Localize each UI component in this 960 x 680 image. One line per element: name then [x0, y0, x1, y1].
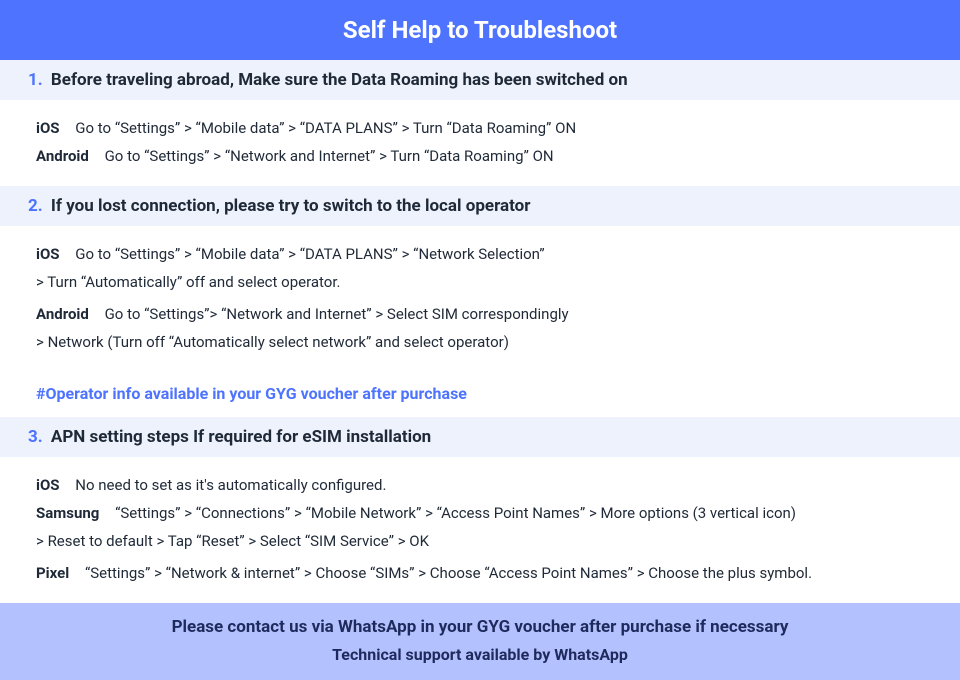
platform-label: Pixel [36, 561, 69, 585]
instruction-text: No need to set as it's automatically con… [75, 476, 386, 494]
header-title: Self Help to Troubleshoot [343, 16, 617, 44]
section-1-number: 1. [28, 70, 43, 90]
section-3-title: 3. APN setting steps If required for eSI… [0, 417, 960, 457]
section-3-item-pixel: Pixel “Settings” > “Network & internet” … [36, 561, 924, 585]
section-1-rest: Make sure the Data Roaming has been swit… [238, 70, 627, 90]
instruction-text: Go to “Settings” > “Mobile data” > “DATA… [75, 245, 544, 263]
section-1-title: 1. Before traveling abroad, Make sure th… [0, 60, 960, 100]
platform-label: iOS [36, 242, 60, 266]
page-footer: Please contact us via WhatsApp in your G… [0, 603, 960, 680]
instruction-text: Go to “Settings” > “Mobile data” > “DATA… [75, 119, 576, 137]
section-2-rest: If you lost connection, please try to sw… [51, 196, 531, 216]
section-1-item-android: Android Go to “Settings” > “Network and … [36, 144, 924, 168]
instruction-text: “Settings” > “Connections” > “Mobile Net… [115, 504, 796, 522]
platform-label: iOS [36, 473, 60, 497]
platform-label: Android [36, 144, 89, 168]
section-1-item-ios: iOS Go to “Settings” > “Mobile data” > “… [36, 116, 924, 140]
footer-contact-text: Please contact us via WhatsApp in your G… [0, 617, 960, 637]
section-2-item-android-cont: > Network (Turn off “Automatically selec… [36, 330, 924, 354]
section-3-item-ios: iOS No need to set as it's automatically… [36, 473, 924, 497]
instruction-text: “Settings” > “Network & internet” > Choo… [85, 564, 812, 582]
instruction-text: Go to “Settings”> “Network and Internet”… [105, 305, 569, 323]
platform-label: iOS [36, 116, 60, 140]
section-3-item-samsung: Samsung “Settings” > “Connections” > “Mo… [36, 501, 924, 525]
section-3-number: 3. [28, 427, 43, 447]
section-2-item-ios-cont: > Turn “Automatically” off and select op… [36, 270, 924, 294]
section-1-body: iOS Go to “Settings” > “Mobile data” > “… [0, 100, 960, 186]
section-3-body: iOS No need to set as it's automatically… [0, 457, 960, 603]
section-2-item-ios: iOS Go to “Settings” > “Mobile data” > “… [36, 242, 924, 266]
section-2-title: 2. If you lost connection, please try to… [0, 186, 960, 226]
footer-support-text: Technical support available by WhatsApp [0, 645, 960, 664]
section-2-body: iOS Go to “Settings” > “Mobile data” > “… [0, 226, 960, 376]
platform-label: Android [36, 302, 89, 326]
section-3-item-samsung-cont: > Reset to default > Tap “Reset” > Selec… [36, 529, 924, 553]
section-1-lead: Before traveling abroad, [51, 70, 234, 90]
section-2-note: #Operator info available in your GYG vou… [0, 376, 960, 417]
section-3-rest: APN setting steps If required for eSIM i… [51, 427, 431, 447]
page-header: Self Help to Troubleshoot [0, 0, 960, 60]
section-2-item-android: Android Go to “Settings”> “Network and I… [36, 302, 924, 326]
platform-label: Samsung [36, 501, 99, 525]
instruction-text: Go to “Settings” > “Network and Internet… [105, 147, 554, 165]
section-2-number: 2. [28, 196, 43, 216]
